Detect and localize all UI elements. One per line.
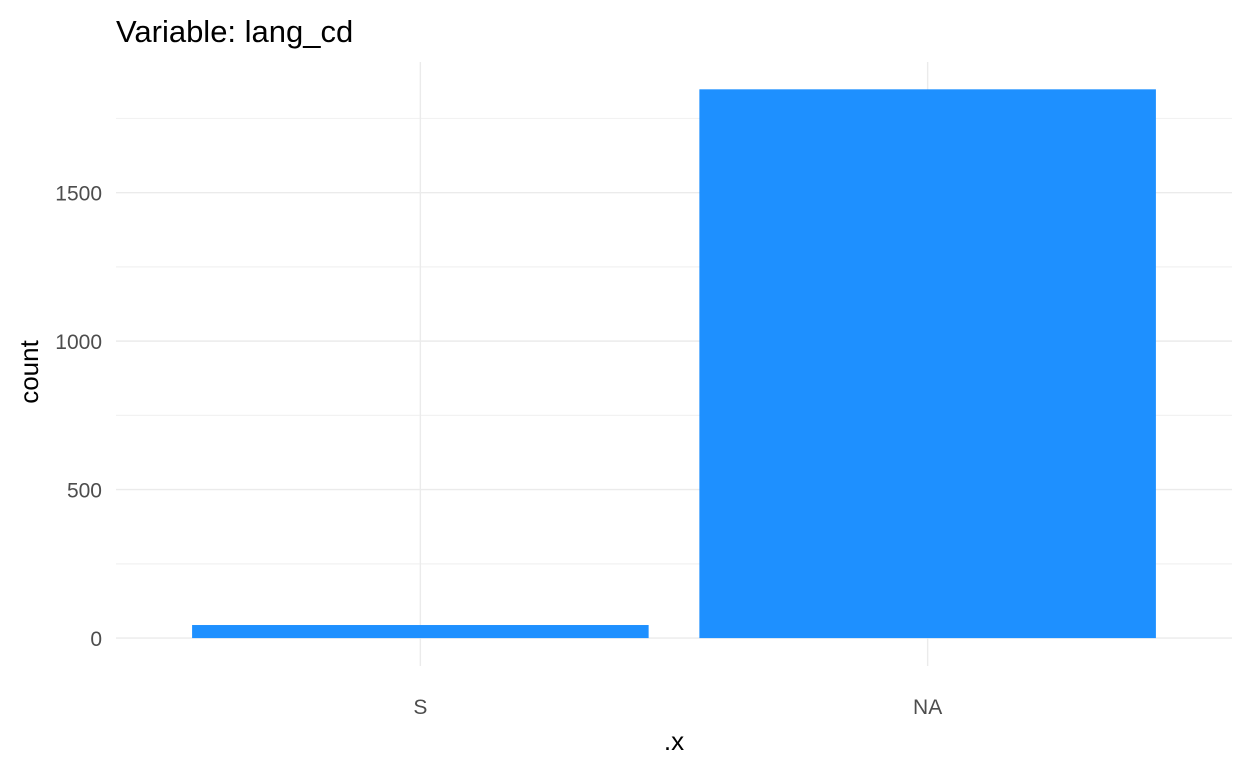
bars — [192, 89, 1156, 639]
y-axis-ticks: 0 500 1000 1500 — [55, 183, 102, 651]
y-tick-label: 500 — [67, 480, 102, 503]
x-axis-ticks: S NA — [413, 696, 942, 719]
x-axis-title: .x — [664, 726, 684, 756]
y-tick-label: 0 — [90, 628, 102, 651]
y-axis-title: count — [14, 339, 44, 403]
y-tick-label: 1500 — [55, 183, 102, 206]
bar-S — [192, 625, 649, 639]
x-tick-label: NA — [913, 696, 942, 719]
bar-NA — [699, 89, 1156, 639]
x-tick-label: S — [413, 696, 427, 719]
chart-title: Variable: lang_cd — [116, 14, 353, 49]
y-tick-label: 1000 — [55, 331, 102, 354]
